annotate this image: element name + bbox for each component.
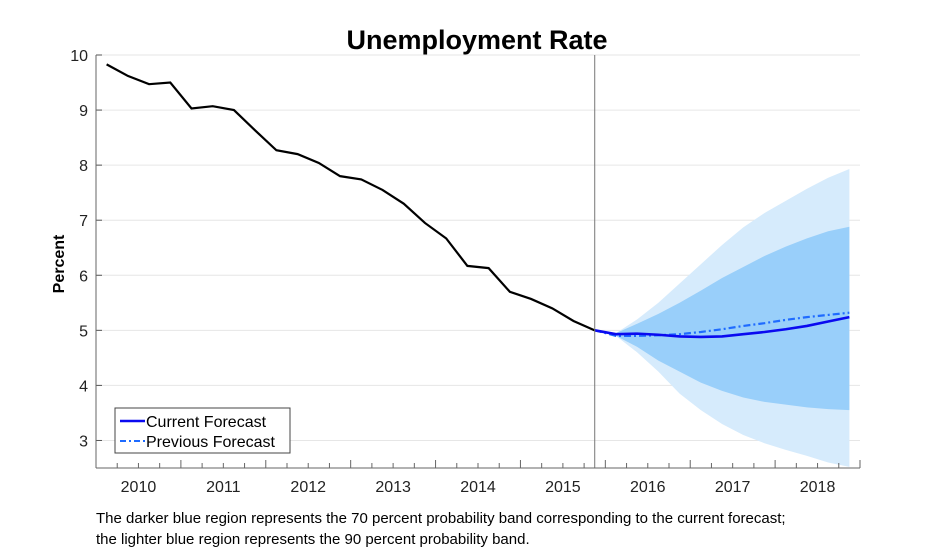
legend: Current Forecast Previous Forecast — [114, 407, 291, 454]
x-tick-label: 2011 — [206, 479, 241, 496]
y-tick-label: 5 — [79, 323, 88, 340]
legend-label-current: Current Forecast — [146, 414, 267, 431]
chart-title: Unemployment Rate — [346, 25, 607, 55]
y-tick-label: 9 — [79, 103, 88, 120]
gridlines — [96, 54, 860, 441]
y-axis-label: Percent — [51, 234, 68, 293]
legend-box — [114, 407, 291, 454]
y-tick-label: 3 — [79, 433, 88, 450]
x-tick-label: 2016 — [630, 479, 666, 496]
y-tick-label: 6 — [79, 268, 88, 285]
x-tick-label: 2013 — [375, 479, 411, 496]
caption: The darker blue region represents the 70… — [96, 508, 786, 550]
probability-bands — [594, 168, 850, 467]
axes: 3 4 5 6 7 8 9 10 2010 2011 2012 2013 2014 2015 2016 201… — [70, 48, 861, 496]
x-tick-label: 2012 — [290, 479, 326, 496]
history-line — [106, 63, 596, 332]
y-tick-label: 8 — [79, 158, 88, 175]
x-tick-label: 2017 — [715, 479, 751, 496]
caption-line-2: the lighter blue region represents the 9… — [96, 531, 530, 548]
x-tick-label: 2010 — [121, 479, 157, 496]
y-tick-label: 7 — [79, 213, 88, 230]
y-tick-label: 10 — [70, 48, 88, 65]
x-tick-label: 2015 — [545, 479, 581, 496]
x-tick-label: 2018 — [800, 479, 836, 496]
caption-line-1: The darker blue region represents the 70… — [96, 510, 786, 527]
y-tick-label: 4 — [79, 378, 88, 395]
previous-forecast-line — [594, 311, 850, 337]
band-70-percent — [594, 226, 850, 411]
series-lines — [106, 63, 850, 339]
legend-label-previous: Previous Forecast — [146, 434, 275, 451]
current-forecast-line — [594, 315, 850, 339]
x-tick-label: 2014 — [460, 479, 496, 496]
